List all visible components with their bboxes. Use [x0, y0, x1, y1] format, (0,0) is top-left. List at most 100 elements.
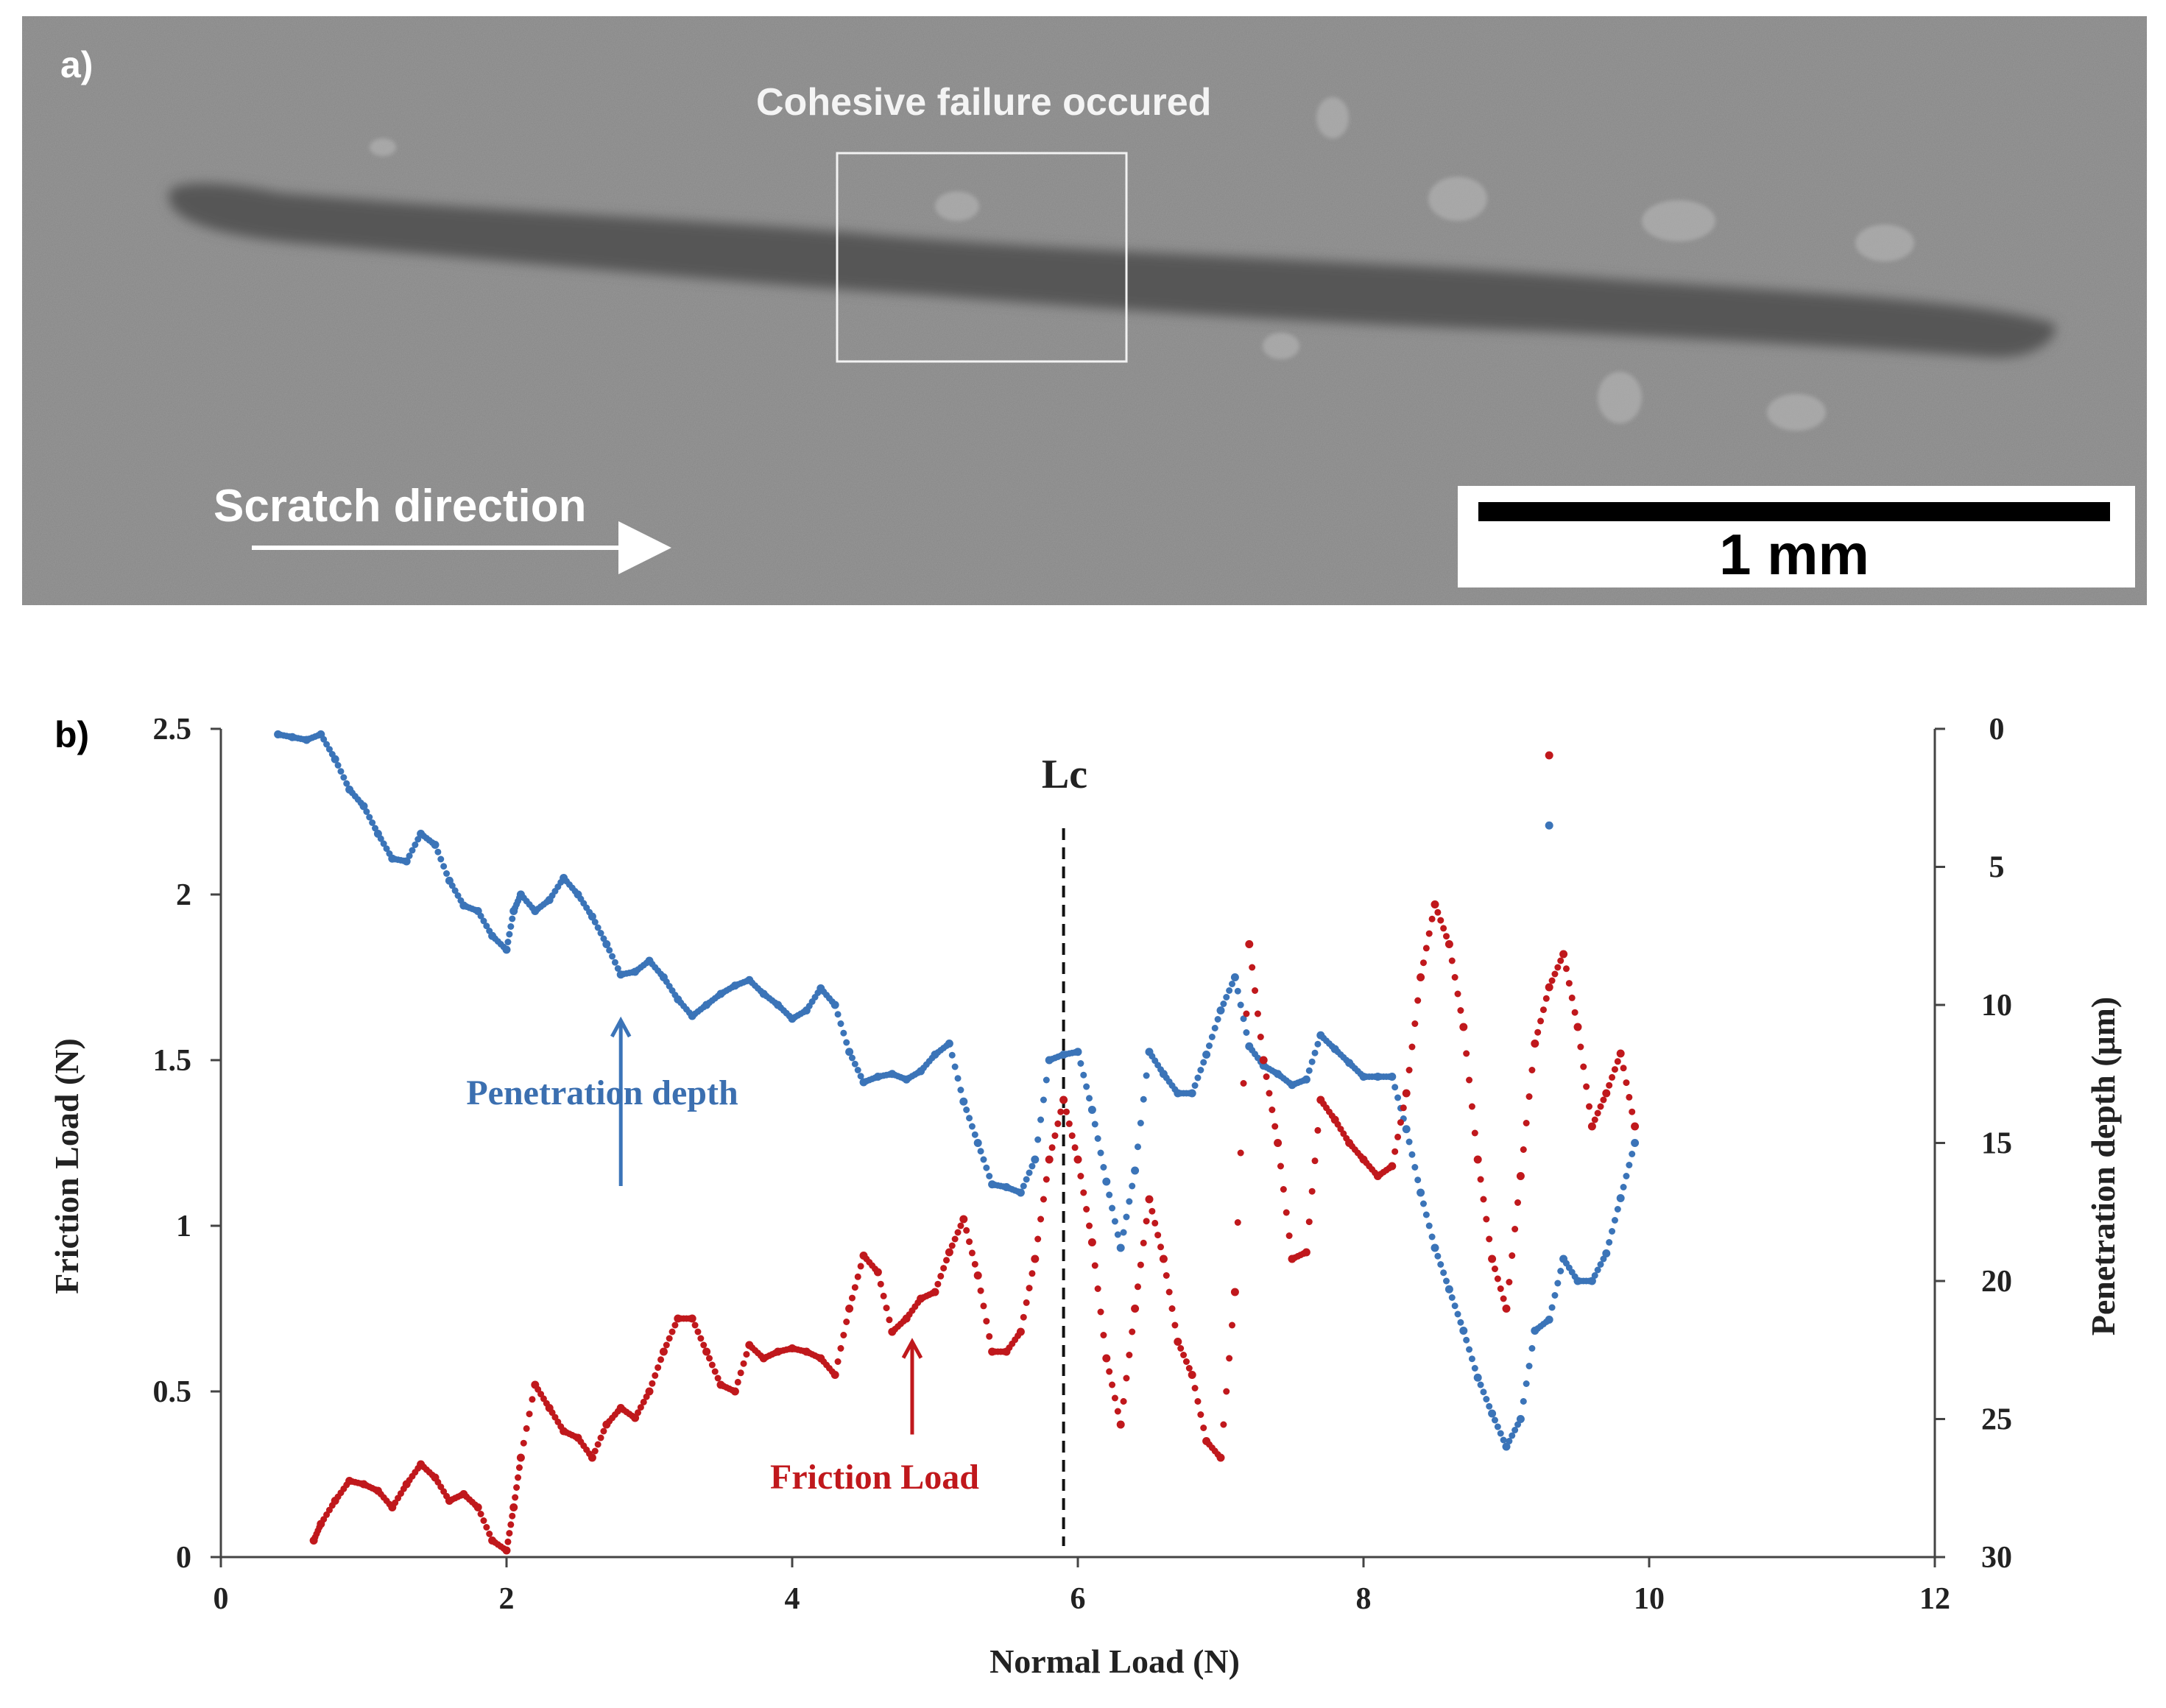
friction-point [977, 1287, 984, 1294]
friction-point [591, 1447, 599, 1455]
penetration-point [383, 845, 390, 853]
friction-point [1548, 977, 1556, 984]
friction-point [1580, 1063, 1587, 1070]
penetration-point [1194, 1074, 1202, 1081]
x-tick-label: 4 [785, 1582, 800, 1616]
penetration-point [1073, 1048, 1082, 1056]
friction-point [1151, 1219, 1159, 1227]
penetration-point [334, 762, 342, 769]
friction-point [520, 1439, 527, 1447]
friction-point [1494, 1275, 1501, 1282]
penetration-point [1211, 1025, 1218, 1031]
friction-point [1468, 1103, 1475, 1110]
penetration-point [843, 1039, 850, 1046]
friction-point [694, 1328, 702, 1335]
penetration-point [1443, 1277, 1450, 1285]
penetration-point [1623, 1173, 1630, 1179]
friction-point [631, 1414, 640, 1422]
friction-point [697, 1335, 705, 1342]
penetration-point [363, 808, 370, 815]
penetration-point [951, 1063, 959, 1070]
friction-point [657, 1356, 665, 1363]
friction-point [597, 1434, 604, 1441]
friction-point [1551, 970, 1559, 978]
friction-point [1391, 1148, 1399, 1155]
penetration-point [1466, 1346, 1473, 1353]
cohesive-failure-label: Cohesive failure occured [756, 81, 1211, 124]
penetration-point [431, 841, 440, 849]
friction-point [1182, 1358, 1190, 1365]
penetration-point [1208, 1034, 1216, 1040]
friction-point [1486, 1235, 1493, 1243]
friction-point [1511, 1226, 1519, 1232]
friction-point [951, 1235, 959, 1243]
friction-point [1629, 1108, 1636, 1115]
penetration-point [1109, 1204, 1116, 1212]
penetration-point [406, 853, 413, 859]
penetration-point [1509, 1432, 1516, 1439]
friction-point [659, 1347, 668, 1356]
penetration-point [1528, 1345, 1536, 1352]
friction-point [743, 1351, 750, 1358]
friction-point [843, 1319, 850, 1325]
cohesive-failure-box [836, 152, 1128, 363]
friction-point [1149, 1207, 1156, 1215]
friction-point [1259, 1056, 1268, 1065]
penetration-point [606, 947, 613, 954]
friction-point [1626, 1093, 1633, 1101]
friction-point [1434, 908, 1442, 916]
friction-point [1057, 1108, 1065, 1115]
friction-point [1100, 1332, 1107, 1338]
friction-point [1539, 1006, 1547, 1014]
friction-point [691, 1321, 699, 1329]
penetration-point [1454, 1310, 1461, 1318]
penetration-point [1097, 1149, 1104, 1157]
friction-point [1080, 1189, 1087, 1196]
penetration-point [1431, 1243, 1439, 1252]
panel-label-a: a) [60, 44, 93, 85]
penetration-point [1043, 1076, 1050, 1084]
friction-point [1043, 1176, 1050, 1183]
penetration-point [1483, 1396, 1490, 1402]
scale-bar [1478, 502, 2110, 521]
friction-point [948, 1242, 956, 1249]
penetration-point [945, 1040, 953, 1048]
penetration-point [1591, 1272, 1598, 1279]
friction-point [1194, 1398, 1202, 1405]
friction-point [1514, 1199, 1522, 1206]
penetration-point [323, 741, 331, 748]
friction-point [1480, 1196, 1487, 1203]
friction-point [845, 1305, 854, 1313]
penetration-point [1240, 1015, 1247, 1023]
friction-point [740, 1360, 747, 1367]
friction-point [986, 1333, 993, 1340]
friction-point [1597, 1103, 1604, 1110]
penetration-point [369, 819, 376, 826]
friction-point [1428, 915, 1436, 922]
friction-point [734, 1378, 741, 1386]
friction-point [1051, 1132, 1059, 1140]
friction-point [507, 1521, 515, 1528]
friction-point [966, 1238, 973, 1246]
y-right-tick-label: 10 [1981, 989, 2012, 1023]
friction-point [1302, 1248, 1310, 1257]
friction-point [663, 1341, 670, 1349]
penetration-point [1471, 1365, 1478, 1372]
penetration-point [1494, 1423, 1501, 1430]
friction-point [1086, 1222, 1093, 1229]
penetration-point [1311, 1049, 1319, 1056]
friction-point [1516, 1172, 1525, 1180]
penetration-arrow-head [610, 1016, 632, 1038]
friction-point [1500, 1295, 1507, 1302]
friction-point [959, 1215, 968, 1224]
penetration-point [325, 746, 333, 753]
friction-point [666, 1335, 673, 1342]
friction-point [886, 1316, 893, 1324]
penetration-point [848, 1054, 856, 1062]
penetration-point [1616, 1194, 1625, 1202]
friction-point [1565, 980, 1573, 987]
penetration-point [440, 863, 448, 870]
friction-point [877, 1280, 884, 1288]
penetration-point [1457, 1319, 1464, 1326]
friction-point [880, 1292, 887, 1299]
